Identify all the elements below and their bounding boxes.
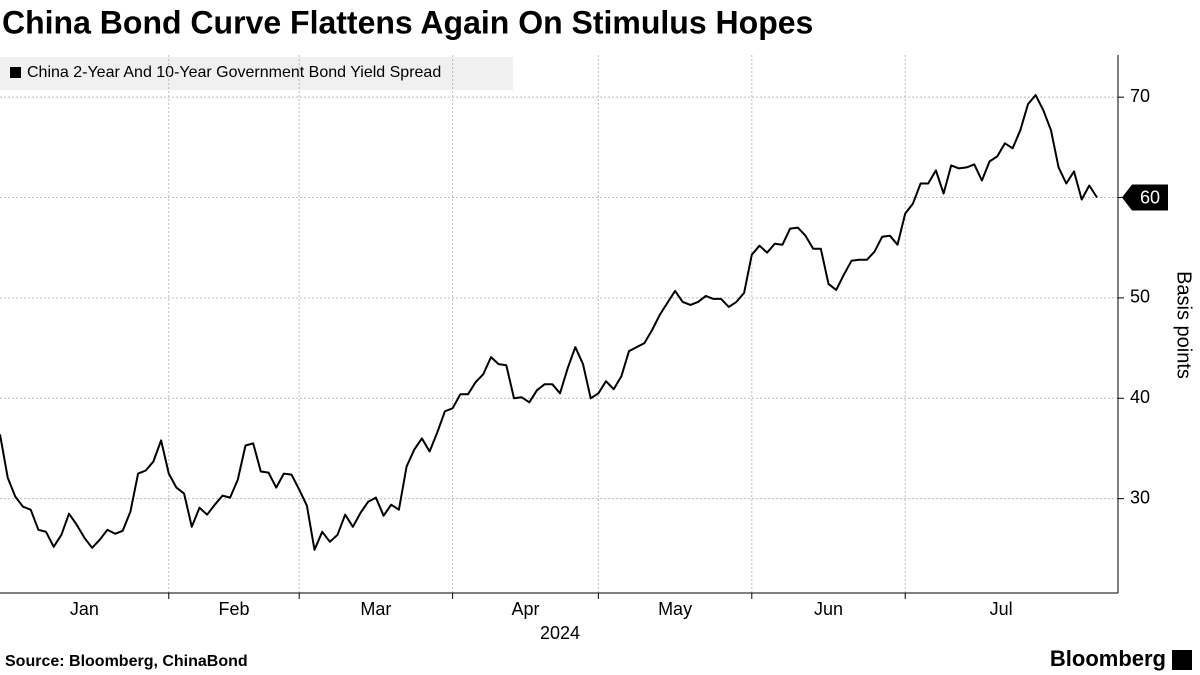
y-tick-label: 40 bbox=[1130, 387, 1150, 407]
x-tick-label: Jan bbox=[70, 599, 99, 619]
legend-box bbox=[0, 57, 513, 90]
y-tick-label: 70 bbox=[1130, 86, 1150, 106]
source: Source: Bloomberg, ChinaBond bbox=[5, 653, 248, 670]
x-year-label: 2024 bbox=[540, 623, 580, 643]
x-tick-label: May bbox=[658, 599, 692, 619]
x-tick-label: Apr bbox=[511, 599, 539, 619]
legend-swatch bbox=[10, 67, 21, 78]
chart-title: China Bond Curve Flattens Again On Stimu… bbox=[2, 4, 813, 40]
series-line bbox=[0, 94, 1098, 551]
x-tick-label: Jul bbox=[990, 599, 1013, 619]
last-value-tag bbox=[1122, 184, 1168, 211]
x-tick-label: Feb bbox=[218, 599, 249, 619]
brand-logo: Bloomberg bbox=[1050, 646, 1166, 671]
y-axis-label: Basis points bbox=[1173, 271, 1195, 379]
brand-icon bbox=[1172, 650, 1192, 670]
y-tick-label: 30 bbox=[1130, 487, 1150, 507]
last-value-label: 60 bbox=[1140, 187, 1160, 207]
legend-label: China 2-Year And 10-Year Government Bond… bbox=[27, 64, 441, 81]
x-tick-label: Jun bbox=[814, 599, 843, 619]
y-tick-label: 50 bbox=[1130, 287, 1150, 307]
x-tick-label: Mar bbox=[360, 599, 391, 619]
